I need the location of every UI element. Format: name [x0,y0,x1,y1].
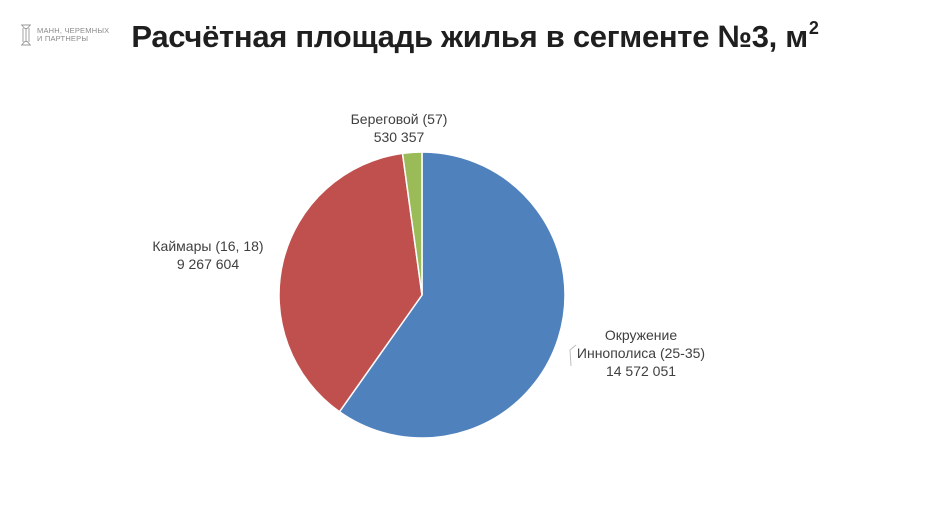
logo-icon [21,24,31,46]
leader-line [569,344,577,367]
slice-category-label: Береговой (57) [351,111,448,127]
slice-label: Каймары (16, 18) 9 267 604 [152,238,263,272]
slice-category-label: Каймары (16, 18) [152,238,263,254]
company-logo: МАНН, ЧЕРЕМНЫХ И ПАРТНЕРЫ [20,24,109,46]
slice-value-label: 530 357 [374,129,425,145]
slice-category-label: Иннополиса (25-35) [577,345,705,361]
slice-label: Окружение Иннополиса (25-35) 14 572 051 [577,327,705,379]
title-superscript: 2 [808,18,819,38]
slice-value-label: 14 572 051 [606,363,676,379]
slice-category-label: Окружение [605,327,678,343]
page-title: Расчётная площадь жилья в сегменте №3, м… [0,18,940,55]
slice-value-label: 9 267 604 [177,256,239,272]
pie-slice [401,151,423,296]
pie-slice [338,151,566,439]
logo-text: МАНН, ЧЕРЕМНЫХ И ПАРТНЕРЫ [37,25,110,43]
title-text: Расчётная площадь жилья в сегменте №3, м [131,19,808,54]
slice-label: Береговой (57) 530 357 [351,111,448,145]
pie-slice [278,152,423,413]
